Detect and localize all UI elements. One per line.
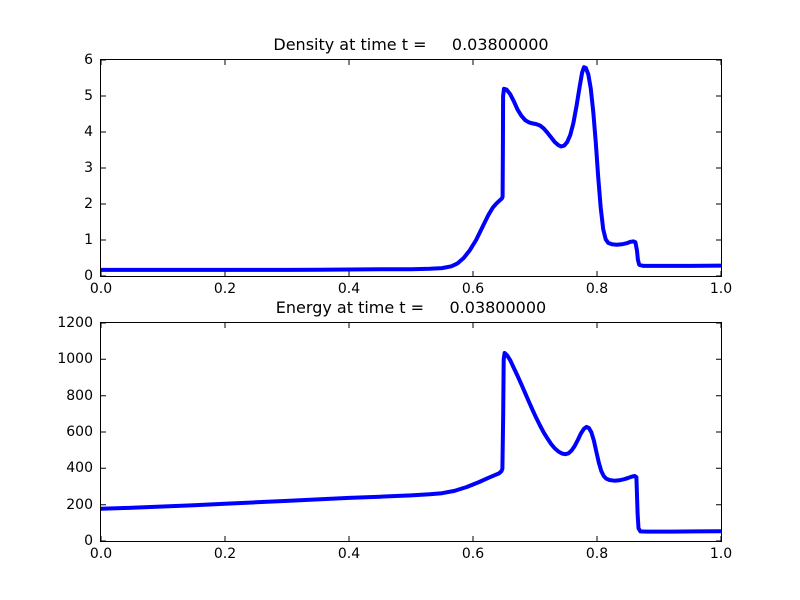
density-xtick-label: 0.8 [585, 281, 609, 297]
energy-ytick-label: 400 [66, 460, 93, 477]
energy-xtick-label: 1.0 [709, 546, 733, 562]
energy-ytick-label: 1200 [57, 315, 93, 331]
density-plot-canvas [101, 60, 721, 276]
density-ytick-label: 4 [84, 124, 93, 140]
density-ytick-label: 5 [84, 88, 93, 104]
density-plot-area: Density at time t = 0.03800000 0.0 0.2 0.4… [84, 35, 732, 297]
energy-ytick-label: 1000 [57, 351, 93, 368]
energy-curve [101, 351, 721, 534]
density-ytick-label: 1 [84, 232, 93, 248]
density-xtick-label: 1.0 [709, 281, 733, 297]
density-ytick-label: 2 [84, 196, 93, 212]
energy-tick-marks [101, 323, 721, 541]
density-ytick-label: 6 [84, 52, 93, 68]
energy-plot-canvas [101, 323, 721, 541]
density-xtick-label: 0.2 [213, 281, 237, 297]
density-xtick-label: 0.6 [461, 281, 485, 297]
energy-ytick-label: 600 [66, 424, 93, 440]
energy-ytick-label: 200 [66, 496, 93, 513]
energy-ytick-label: 0 [84, 533, 93, 549]
energy-xtick-label: 0.4 [337, 546, 361, 562]
density-ytick-label: 0 [84, 268, 93, 284]
density-plot-title: Density at time t = 0.03800000 [273, 35, 549, 54]
density-ytick-label: 3 [84, 160, 93, 176]
energy-xtick-label: 0.0 [89, 546, 113, 562]
density-xtick-label: 0.0 [89, 281, 113, 297]
energy-plot-title: Energy at time t = 0.03800000 [275, 298, 547, 317]
energy-plot-area: Energy at time t = 0.03800000 0.0 0.2 0.4 0… [57, 298, 732, 562]
energy-ytick-label: 800 [66, 387, 93, 404]
energy-xtick-label: 0.6 [461, 546, 485, 562]
density-curve [101, 65, 721, 272]
density-xtick-label: 0.4 [337, 281, 361, 297]
energy-xtick-label: 0.8 [585, 546, 609, 562]
density-tick-marks [101, 60, 721, 276]
energy-xtick-label: 0.2 [213, 546, 237, 562]
